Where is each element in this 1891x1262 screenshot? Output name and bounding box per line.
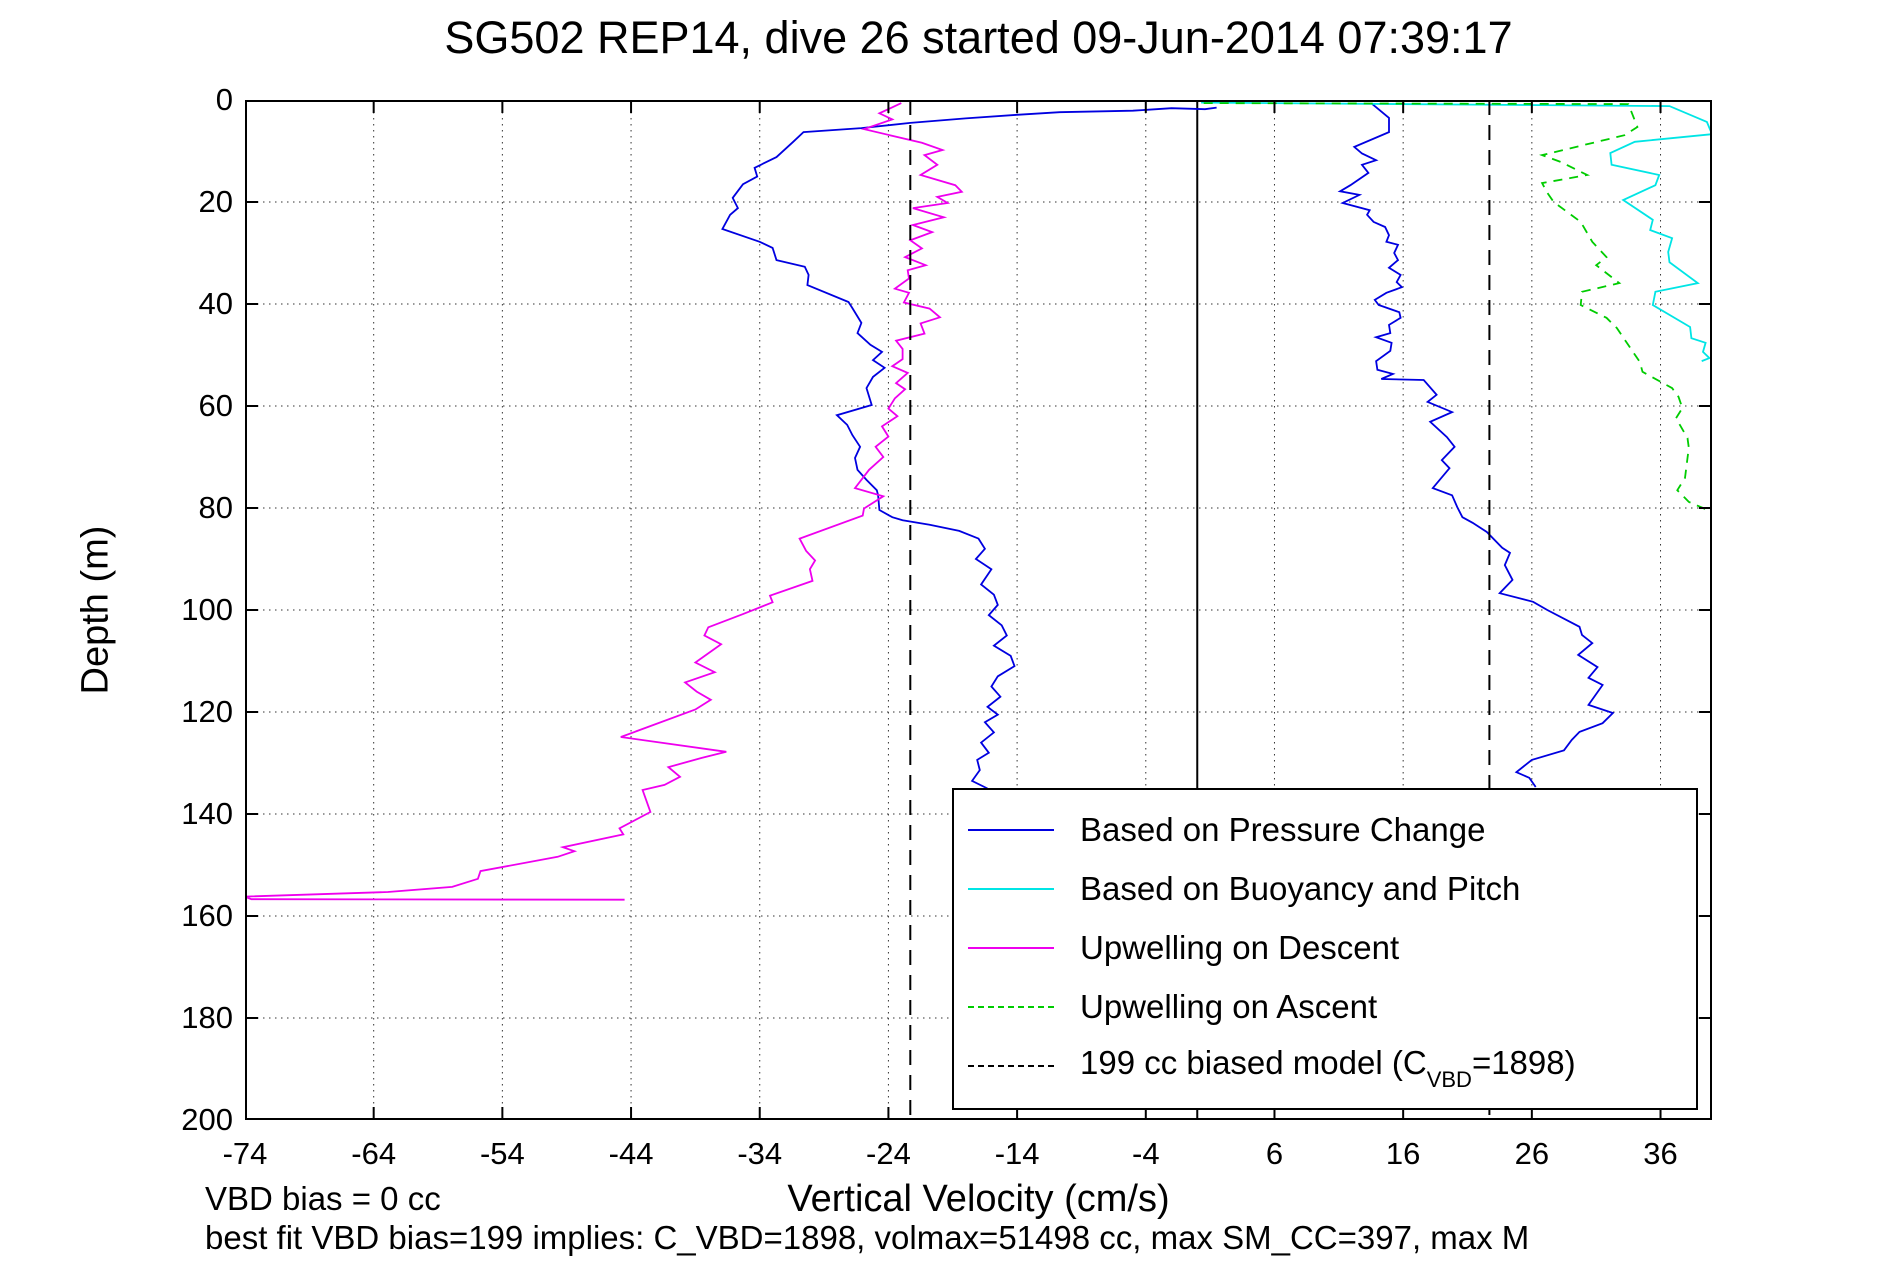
best-fit-annotation: best fit VBD bias=199 implies: C_VBD=189… <box>205 1219 1530 1256</box>
x-tick-label: -64 <box>351 1136 397 1171</box>
x-tick-label: -14 <box>994 1136 1040 1171</box>
x-tick-label: -54 <box>479 1136 525 1171</box>
y-tick-label: 140 <box>181 796 233 831</box>
vbd-bias-annotation: VBD bias = 0 cc <box>205 1180 441 1217</box>
chart-canvas <box>245 100 1712 1120</box>
legend-item-biased-model: 199 cc biased model (CVBD=1898) <box>968 1036 1696 1095</box>
x-tick-label: 16 <box>1385 1136 1421 1171</box>
x-tick-label: -44 <box>608 1136 654 1171</box>
y-tick-label: 40 <box>198 286 233 321</box>
legend-box: Based on Pressure Change Based on Buoyan… <box>952 788 1698 1110</box>
y-tick-label: 60 <box>198 388 233 423</box>
plot-area <box>245 100 1712 1120</box>
legend-item-buoyancy-pitch: Based on Buoyancy and Pitch <box>968 859 1696 918</box>
y-axis-label: Depth (m) <box>74 525 117 695</box>
x-axis-label: Vertical Velocity (cm/s) <box>787 1178 1170 1220</box>
legend-label: Upwelling on Ascent <box>1080 987 1378 1025</box>
y-tick-label: 200 <box>181 1102 233 1137</box>
legend-label: Based on Pressure Change <box>1080 810 1486 848</box>
x-tick-label: -24 <box>866 1136 911 1171</box>
legend-label: Based on Buoyancy and Pitch <box>1080 869 1521 907</box>
legend-label: 199 cc biased model (CVBD=1898) <box>1080 1043 1576 1093</box>
x-tick-label: 26 <box>1514 1136 1550 1171</box>
legend-item-pressure-change: Based on Pressure Change <box>968 800 1696 859</box>
legend-line-blue-icon <box>968 828 1054 831</box>
x-tick-label: -34 <box>737 1136 783 1171</box>
plot-title: SG502 REP14, dive 26 started 09-Jun-2014… <box>444 12 1513 63</box>
x-tick-label: 36 <box>1643 1136 1678 1171</box>
legend-line-green-dashed-icon <box>968 1005 1054 1008</box>
legend-line-black-dashed-icon <box>968 1064 1054 1067</box>
y-tick-label: 80 <box>198 490 233 525</box>
legend-line-magenta-icon <box>968 946 1054 949</box>
y-tick-label: 120 <box>181 694 233 729</box>
x-tick-label: -74 <box>222 1136 268 1171</box>
y-tick-label: 100 <box>181 592 233 627</box>
y-tick-label: 160 <box>181 898 233 933</box>
y-tick-label: 20 <box>198 184 233 219</box>
y-tick-label: 180 <box>181 1000 233 1035</box>
legend-label: Upwelling on Descent <box>1080 928 1400 966</box>
x-tick-label: 6 <box>1265 1136 1284 1171</box>
y-tick-label: 0 <box>215 82 233 117</box>
legend-item-upwelling-ascent: Upwelling on Ascent <box>968 977 1696 1036</box>
x-tick-label: -4 <box>1131 1136 1160 1171</box>
legend-item-upwelling-descent: Upwelling on Descent <box>968 918 1696 977</box>
legend-line-cyan-icon <box>968 887 1054 890</box>
